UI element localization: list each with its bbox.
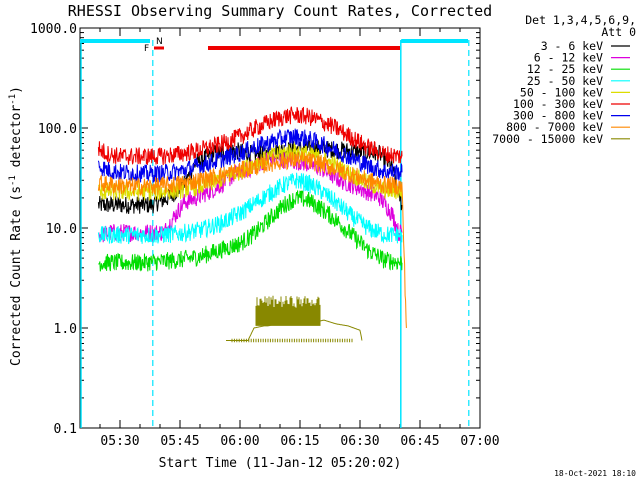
x-tick-label: 06:00 [220,434,259,449]
legend-entry-label: 3 - 6 keV [541,39,603,53]
y-tick-label: 100.0 [38,122,77,137]
series-line-6 [97,128,403,183]
y-axis-label-part: Corrected Count Rate (s [9,186,24,366]
series-line-3 [97,172,403,245]
y-tick-label: 1000.0 [30,22,77,37]
plot-area: 1000.0 100.0 10.0 1.0 0.1 05:30 05:45 06:00 06:1… [30,22,500,449]
y-axis-label-part: ) [9,86,24,94]
x-tick-label: 05:30 [100,434,139,449]
series-line-5 [97,106,403,166]
y-axis-label-superscript: -1 [8,94,18,105]
legend-header: Att 0 [601,25,636,39]
legend-header: Det 1,3,4,5,6,9, [525,13,636,27]
y-tick-label: 10.0 [46,222,77,237]
timestamp: 18-Oct-2021 18:10 [554,469,636,478]
legend-entry-label: 100 - 300 keV [513,97,603,111]
y-axis-label-superscript: -1 [8,175,18,186]
x-tick-label: 07:00 [460,434,499,449]
chart-title: RHESSI Observing Summary Count Rates, Co… [68,2,492,20]
x-tick-label: 06:15 [280,434,319,449]
plot-frame [79,27,481,429]
x-tick-label: 06:45 [400,434,439,449]
x-axis-label: Start Time (11-Jan-12 05:20:02) [159,456,402,471]
legend-entry-label: 800 - 7000 keV [506,120,603,134]
legend-entry-label: 7000 - 15000 keV [492,132,603,146]
y-axis-label: Corrected Count Rate (s-1 detector-1) [8,86,24,366]
x-tick-label: 06:30 [340,434,379,449]
series-line-7 [97,150,407,329]
flare-flag-label: F [144,44,149,54]
y-tick-label: 1.0 [54,322,77,337]
legend-entry-label: 300 - 800 keV [513,109,603,123]
x-tick-label: 05:45 [160,434,199,449]
y-tick-label: 0.1 [54,422,77,437]
series-line-2 [98,190,403,272]
legend-entry-label: 50 - 100 keV [520,85,603,99]
y-axis-label-part: detector [9,105,24,176]
night-flag-label: N [156,37,163,47]
series-spikes-8 [231,295,353,343]
legend-entry-label: 6 - 12 keV [534,51,603,65]
legend-entry-label: 12 - 25 keV [527,62,603,76]
legend-entry-label: 25 - 50 keV [527,74,603,88]
